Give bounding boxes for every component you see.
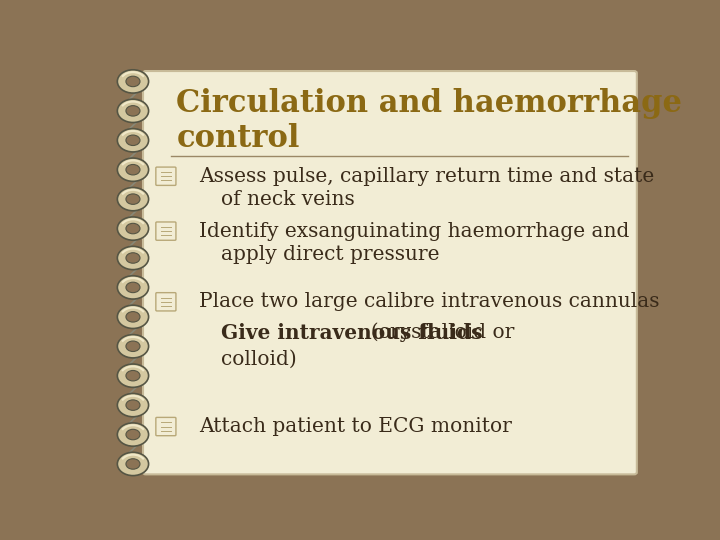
- Circle shape: [117, 70, 148, 93]
- Circle shape: [126, 106, 140, 116]
- Text: of neck veins: of neck veins: [221, 191, 355, 210]
- Circle shape: [126, 282, 140, 293]
- Text: Identify exsanguinating haemorrhage and: Identify exsanguinating haemorrhage and: [199, 221, 629, 240]
- Circle shape: [126, 312, 140, 322]
- Text: (crystalloid or: (crystalloid or: [358, 322, 514, 342]
- Circle shape: [117, 394, 148, 417]
- Circle shape: [117, 305, 148, 328]
- Circle shape: [126, 400, 140, 410]
- Circle shape: [126, 341, 140, 352]
- Circle shape: [117, 99, 148, 123]
- Circle shape: [117, 335, 148, 358]
- Circle shape: [117, 453, 148, 476]
- Circle shape: [117, 217, 148, 240]
- Circle shape: [117, 187, 148, 211]
- Text: Circulation and haemorrhage: Circulation and haemorrhage: [176, 87, 683, 119]
- Circle shape: [126, 429, 140, 440]
- Circle shape: [117, 129, 148, 152]
- Text: Place two large calibre intravenous cannulas: Place two large calibre intravenous cann…: [199, 292, 660, 311]
- Circle shape: [126, 76, 140, 87]
- Circle shape: [126, 253, 140, 263]
- Circle shape: [117, 158, 148, 181]
- Text: apply direct pressure: apply direct pressure: [221, 245, 440, 264]
- Circle shape: [126, 224, 140, 234]
- Circle shape: [117, 364, 148, 387]
- Text: colloid): colloid): [221, 349, 297, 369]
- Text: Attach patient to ECG monitor: Attach patient to ECG monitor: [199, 417, 512, 436]
- Circle shape: [117, 246, 148, 269]
- Circle shape: [126, 458, 140, 469]
- Text: Assess pulse, capillary return time and state: Assess pulse, capillary return time and …: [199, 167, 654, 186]
- Text: control: control: [176, 123, 300, 154]
- Circle shape: [126, 165, 140, 175]
- Circle shape: [117, 276, 148, 299]
- Circle shape: [126, 194, 140, 204]
- Circle shape: [126, 370, 140, 381]
- Circle shape: [117, 423, 148, 446]
- Circle shape: [126, 135, 140, 145]
- FancyBboxPatch shape: [143, 71, 637, 474]
- Text: Give intravenous fluids: Give intravenous fluids: [221, 322, 482, 342]
